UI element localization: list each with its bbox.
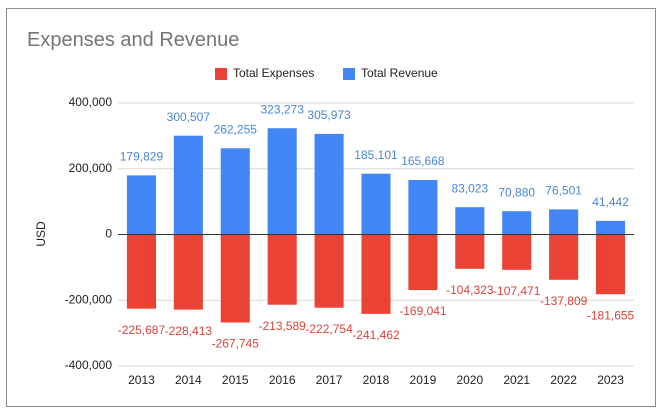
legend-swatch [343,68,355,80]
legend: Total Expenses Total Revenue [215,66,438,80]
x-tick-label: 2023 [597,373,624,387]
y-tick-label: 400,000 [69,95,113,109]
bar-total-revenue [361,173,391,235]
bar-total-revenue [126,175,156,235]
legend-swatch [215,68,227,80]
bar-total-expenses [173,234,203,310]
bar-total-revenue [173,135,203,235]
data-label: -104,323 [446,283,494,297]
bar-total-expenses [502,234,532,270]
axes: 400,000 200,000 0 -200,000 -400,000 2013 2014 2… [65,95,634,387]
legend-label: Total Revenue [361,66,438,80]
bar-total-revenue [549,209,579,235]
bar-total-expenses [220,234,250,323]
data-label: 185,101 [354,148,398,162]
x-tick-label: 2014 [175,373,202,387]
data-label: 70,880 [498,185,535,199]
bar-total-revenue [408,180,438,235]
y-axis-title: USD [34,221,48,247]
data-label: 41,442 [592,195,629,209]
data-label: -225,687 [118,323,166,337]
x-tick-label: 2018 [363,373,390,387]
data-label: 165,668 [401,154,445,168]
x-tick-label: 2019 [410,373,437,387]
data-label: -222,754 [305,322,353,336]
data-labels: -225,687 -228,413-267,745 -213,589 -222,754… [118,102,635,350]
bar-total-revenue [455,207,485,235]
chart-title: Expenses and Revenue [27,29,240,51]
y-tick-label: -200,000 [65,292,113,306]
y-tick-label: -400,000 [65,358,113,372]
data-label: 179,829 [120,150,164,164]
bar-total-revenue [314,133,344,235]
data-label: -267,745 [212,337,260,351]
data-label: 300,507 [167,110,211,124]
x-tick-label: 2020 [456,373,483,387]
data-label: -107,471 [493,284,541,298]
x-tick-label: 2016 [269,373,296,387]
legend-label: Total Expenses [233,66,314,80]
data-label: -213,589 [258,319,306,333]
data-label: -137,809 [540,294,588,308]
x-tick-label: 2021 [503,373,530,387]
bar-total-revenue [502,211,532,235]
bar-total-expenses [267,234,297,305]
data-label: -181,655 [587,308,635,322]
data-label: -228,413 [165,324,213,338]
bar-total-expenses [126,234,156,309]
bar-total-expenses [314,234,344,308]
y-tick-label: 0 [105,227,112,241]
bar-total-expenses [596,234,626,295]
x-tick-label: 2013 [128,373,155,387]
x-tick-label: 2022 [550,373,577,387]
bar-total-expenses [455,234,485,269]
bar-total-revenue [596,220,626,235]
data-label: -241,462 [352,328,400,342]
bar-total-revenue [267,128,297,235]
bar-total-expenses [408,234,438,291]
data-label: -169,041 [399,304,447,318]
bar-total-expenses [361,234,391,314]
y-tick-label: 200,000 [69,161,113,175]
bar-total-expenses [549,234,579,280]
data-label: 305,973 [307,108,351,122]
x-tick-label: 2015 [222,373,249,387]
data-label: 83,023 [451,181,488,195]
data-label: 323,273 [260,102,304,116]
x-tick-label: 2017 [316,373,343,387]
bars [126,128,626,323]
data-label: 262,255 [214,122,258,136]
bar-total-revenue [220,148,250,235]
data-label: 76,501 [545,184,582,198]
